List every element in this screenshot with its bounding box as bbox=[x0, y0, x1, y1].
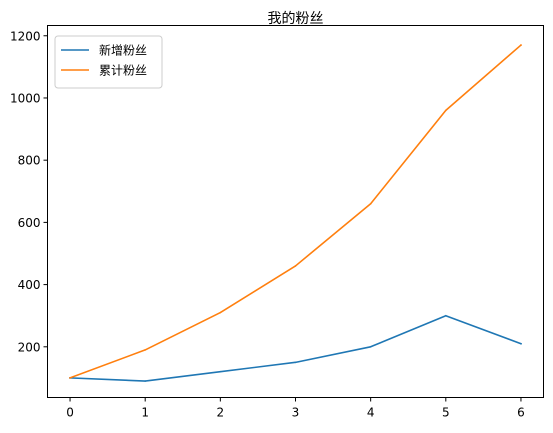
data-point bbox=[294, 265, 297, 267]
legend-label: 累计粉丝 bbox=[99, 64, 147, 78]
data-point bbox=[369, 202, 372, 205]
y-tick-label: 1000 bbox=[10, 91, 41, 105]
data-point bbox=[219, 311, 222, 314]
x-tick-label: 3 bbox=[292, 406, 300, 420]
x-tick-label: 0 bbox=[66, 406, 74, 420]
x-tick-label: 1 bbox=[141, 406, 149, 420]
series-line-1 bbox=[69, 43, 523, 379]
data-point bbox=[69, 377, 71, 379]
data-point bbox=[144, 380, 146, 382]
y-tick-label: 200 bbox=[18, 340, 41, 354]
y-tick-label: 400 bbox=[18, 278, 41, 292]
data-point bbox=[445, 109, 447, 112]
x-tick-label: 2 bbox=[217, 406, 225, 420]
chart-title: 我的粉丝 bbox=[268, 11, 324, 27]
y-tick-label: 600 bbox=[18, 216, 41, 230]
data-point bbox=[520, 342, 522, 345]
x-tick-label: 6 bbox=[517, 406, 525, 420]
y-tick-label: 1200 bbox=[10, 29, 41, 43]
legend-box bbox=[54, 35, 163, 89]
series-line-0 bbox=[69, 314, 522, 382]
data-point bbox=[294, 361, 297, 364]
legend-label: 新增粉丝 bbox=[99, 43, 147, 58]
data-point bbox=[219, 370, 222, 373]
data-point bbox=[520, 44, 522, 46]
y-tick-label: 800 bbox=[18, 154, 41, 168]
data-point bbox=[369, 346, 372, 348]
plot-area: 0 1 2 3 4 5 6 200 400 600 800 1000 1200 bbox=[10, 29, 525, 419]
data-point bbox=[445, 314, 447, 317]
axes-frame bbox=[47, 25, 544, 398]
x-tick-label: 5 bbox=[442, 406, 450, 420]
x-tick-label: 4 bbox=[367, 406, 375, 420]
data-point bbox=[144, 349, 146, 351]
